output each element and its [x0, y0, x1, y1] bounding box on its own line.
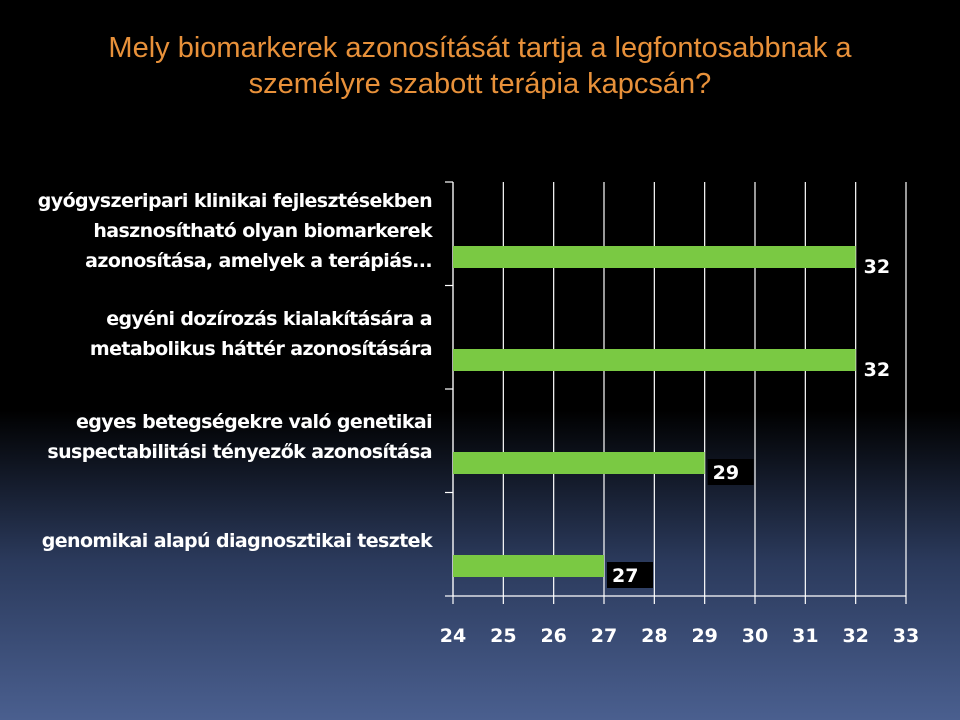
x-tick-label: 30	[742, 625, 768, 647]
bar	[453, 349, 856, 371]
category-label-line: hasznosítható olyan biomarkerek	[93, 220, 432, 242]
x-tick-label: 32	[842, 625, 868, 647]
x-tick-label: 27	[591, 625, 617, 647]
category-label-line: suspectabilitási tényezők azonosítása	[47, 441, 432, 463]
data-label-bg	[858, 253, 905, 279]
category-label: egyes betegségekre való genetikai suspect…	[2, 407, 432, 467]
data-label: 32	[864, 256, 890, 278]
bar	[453, 452, 705, 474]
x-tick-label: 24	[440, 625, 466, 647]
data-label: 29	[713, 462, 739, 484]
category-label-line: azonosítása, amelyek a terápiás...	[85, 250, 432, 272]
category-label: genomikai alapú diagnosztikai tesztek	[2, 526, 433, 556]
bar	[453, 246, 856, 268]
x-tick-label: 25	[490, 625, 516, 647]
data-label-bg	[607, 562, 653, 588]
category-label-line: gyógyszeripari klinikai fejlesztésekben	[37, 190, 433, 212]
x-tick-label: 29	[691, 625, 717, 647]
category-label-line: egyéni dozírozás kialakítására a	[106, 308, 432, 330]
data-label: 32	[864, 359, 890, 381]
x-tick-label: 33	[893, 625, 919, 647]
data-label: 27	[612, 565, 638, 587]
x-tick-label: 26	[540, 625, 566, 647]
x-tick-label: 31	[792, 625, 818, 647]
title-line-2: személyre szabott terápia kapcsán?	[248, 68, 712, 100]
bar	[453, 555, 604, 577]
title-line-1: Mely biomarkerek azonosítását tartja a l…	[108, 32, 852, 64]
data-label-bg	[858, 356, 905, 382]
category-label: egyéni dozírozás kialakítására a metaboli…	[2, 304, 433, 364]
category-label-line: egyes betegségekre való genetikai	[76, 411, 433, 433]
category-label: gyógyszeripari klinikai fejlesztésekben h…	[2, 186, 433, 276]
category-label-line: metabolikus háttér azonosítására	[89, 338, 433, 360]
data-label-bg	[707, 459, 754, 485]
x-tick-label: 28	[641, 625, 667, 647]
slide-title: Mely biomarkerek azonosítását tartja a l…	[0, 30, 960, 102]
category-label-line: genomikai alapú diagnosztikai tesztek	[41, 530, 433, 552]
